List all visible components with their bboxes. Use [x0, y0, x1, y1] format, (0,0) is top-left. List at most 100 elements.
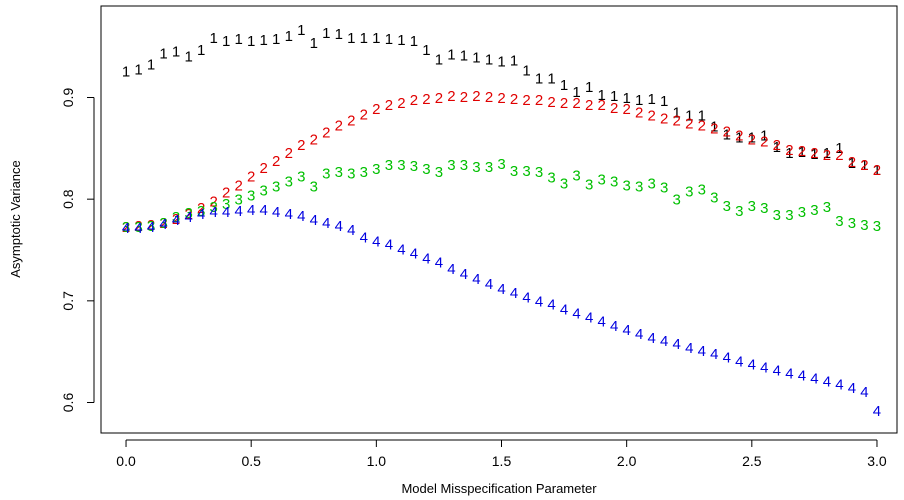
point-series-2: 2 — [184, 206, 192, 223]
point-series-3: 3 — [197, 203, 205, 220]
point-series-1: 1 — [572, 84, 580, 101]
point-series-2: 2 — [535, 92, 543, 109]
point-series-2: 2 — [297, 137, 305, 154]
point-series-2: 2 — [385, 97, 393, 114]
point-series-1: 1 — [622, 90, 630, 107]
point-series-1: 1 — [172, 43, 180, 60]
point-series-4: 4 — [710, 346, 718, 363]
point-series-3: 3 — [310, 178, 318, 195]
point-series-3: 3 — [560, 175, 568, 192]
y-tick-label: 0.7 — [60, 291, 76, 311]
point-series-3: 3 — [322, 165, 330, 182]
point-series-4: 4 — [347, 222, 355, 239]
point-series-1: 1 — [310, 35, 318, 52]
point-series-4: 4 — [698, 343, 706, 360]
point-series-4: 4 — [460, 266, 468, 283]
point-series-1: 1 — [147, 56, 155, 73]
point-series-4: 4 — [685, 340, 693, 357]
point-series-4: 4 — [385, 236, 393, 253]
point-series-4: 4 — [360, 229, 368, 246]
series-1: 1 1 11 1 1 11 1 1 1 1 1 1 111 1 1 1 1 1 1 111 1 1 1 1 1 11 1 1 1 1 1 1 1… — [122, 22, 881, 179]
point-series-4: 4 — [660, 333, 668, 350]
point-series-2: 2 — [798, 143, 806, 160]
point-series-2: 2 — [572, 95, 580, 112]
point-series-3: 3 — [147, 218, 155, 235]
point-series-3: 3 — [597, 171, 605, 188]
point-series-1: 1 — [347, 30, 355, 47]
point-series-1: 1 — [785, 145, 793, 162]
point-series-4: 4 — [723, 349, 731, 366]
point-series-3: 3 — [622, 177, 630, 194]
point-series-4: 4 — [285, 206, 293, 223]
x-tick-label: 0.5 — [241, 453, 261, 469]
point-series-4: 4 — [297, 208, 305, 225]
point-series-1: 1 — [823, 145, 831, 162]
point-series-2: 2 — [235, 177, 243, 194]
point-series-4: 4 — [497, 281, 505, 298]
point-series-1: 1 — [297, 22, 305, 39]
point-series-1: 1 — [610, 88, 618, 105]
point-series-1: 1 — [134, 62, 142, 79]
point-series-2: 2 — [147, 217, 155, 234]
point-series-3: 3 — [510, 163, 518, 180]
point-series-2: 2 — [159, 215, 167, 232]
point-series-2: 2 — [247, 168, 255, 185]
point-series-1: 1 — [372, 30, 380, 47]
point-series-4: 4 — [572, 306, 580, 323]
point-series-2: 2 — [510, 91, 518, 108]
point-series-4: 4 — [622, 322, 630, 339]
point-series-4: 4 — [860, 384, 868, 401]
point-series-3: 3 — [222, 196, 230, 213]
point-series-2: 2 — [335, 117, 343, 134]
point-series-1: 1 — [585, 79, 593, 96]
point-series-3: 3 — [848, 215, 856, 232]
point-series-3: 3 — [760, 200, 768, 217]
point-series-4: 4 — [848, 380, 856, 397]
y-tick-label: 0.9 — [60, 88, 76, 108]
point-series-3: 3 — [347, 165, 355, 182]
point-series-2: 2 — [310, 132, 318, 149]
point-series-3: 3 — [360, 164, 368, 181]
point-series-1: 1 — [122, 64, 130, 81]
point-series-2: 2 — [698, 117, 706, 134]
point-series-3: 3 — [209, 199, 217, 216]
point-series-1: 1 — [335, 26, 343, 43]
point-series-1: 1 — [197, 42, 205, 59]
point-series-1: 1 — [322, 25, 330, 42]
point-series-2: 2 — [610, 100, 618, 117]
point-series-4: 4 — [510, 285, 518, 302]
point-series-3: 3 — [535, 164, 543, 181]
point-series-1: 1 — [597, 87, 605, 104]
point-series-3: 3 — [773, 207, 781, 224]
point-series-3: 3 — [547, 169, 555, 186]
point-series-3: 3 — [685, 184, 693, 201]
point-series-4: 4 — [247, 202, 255, 219]
point-series-4: 4 — [522, 289, 530, 306]
point-series-3: 3 — [810, 202, 818, 219]
point-series-3: 3 — [134, 219, 142, 236]
point-series-4: 4 — [435, 255, 443, 272]
point-series-4: 4 — [673, 336, 681, 353]
point-series-1: 1 — [873, 162, 881, 179]
point-series-4: 4 — [823, 374, 831, 391]
point-series-3: 3 — [472, 159, 480, 176]
point-series-1: 1 — [235, 31, 243, 48]
point-series-2: 2 — [560, 95, 568, 112]
point-series-3: 3 — [460, 157, 468, 174]
x-axis-title: Model Misspecification Parameter — [401, 481, 597, 496]
point-series-4: 4 — [397, 242, 405, 259]
point-series-3: 3 — [723, 198, 731, 215]
point-series-4: 4 — [322, 215, 330, 232]
point-series-4: 4 — [535, 293, 543, 310]
point-series-3: 3 — [748, 198, 756, 215]
point-series-3: 3 — [673, 192, 681, 209]
point-series-2: 2 — [422, 91, 430, 108]
point-series-4: 4 — [410, 246, 418, 263]
x-tick-label: 2.0 — [617, 453, 637, 469]
point-series-1: 1 — [209, 30, 217, 47]
point-series-1: 1 — [159, 45, 167, 62]
series-3: 3 3 3 3 3 3 3 3 3 3 3 3 3 3 333 3 3 3 3 3 3 3 3 3 3 3 3 3 3 3 3 3 3 3 33 3 3… — [122, 156, 881, 236]
y-tick-label: 0.6 — [60, 393, 76, 413]
point-series-4: 4 — [310, 212, 318, 229]
point-series-2: 2 — [760, 134, 768, 151]
